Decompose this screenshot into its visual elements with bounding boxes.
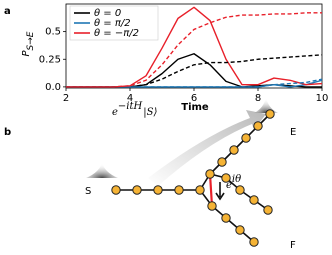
x-tick-label: 2: [63, 93, 69, 104]
y-axis-label-sub: S→E: [26, 31, 36, 50]
legend-label: θ = −π/2: [94, 28, 139, 39]
legend-label: θ = π/2: [94, 18, 131, 29]
node: [249, 237, 259, 247]
x-axis-label: Time: [181, 102, 209, 113]
phase-formula: eiθ: [226, 174, 241, 191]
x-tick-label: 4: [127, 93, 133, 104]
node: [253, 121, 263, 131]
node: [221, 173, 231, 183]
node: [174, 185, 184, 195]
y-tick-label: 0.0: [45, 82, 61, 93]
node: [111, 185, 121, 195]
series-line: [66, 53, 322, 88]
formula-exponent: iθ: [232, 174, 241, 185]
node-label: F: [290, 240, 296, 251]
evolution-formula: e−itH|S⟩: [112, 101, 157, 118]
series-line: [66, 12, 322, 88]
node: [195, 185, 205, 195]
series-line: [66, 54, 323, 88]
wave-packet: [86, 162, 118, 178]
node: [229, 145, 239, 155]
node-label: E: [290, 127, 296, 138]
formula-base: e: [112, 107, 118, 118]
y-axis-label-main: P: [21, 49, 32, 56]
formula-ket: |S⟩: [143, 107, 157, 118]
lattice: [111, 109, 275, 247]
node: [241, 133, 251, 143]
node: [235, 185, 245, 195]
node: [235, 225, 245, 235]
node: [205, 169, 215, 179]
node-label: S: [85, 186, 91, 197]
node: [249, 195, 259, 205]
phase-bond: [208, 173, 214, 207]
node: [153, 185, 163, 195]
node: [221, 213, 231, 223]
y-tick-label: 0.5: [45, 27, 61, 38]
phase-arrow: [215, 182, 225, 201]
node: [265, 109, 275, 119]
nodes: [111, 109, 275, 247]
y-axis-label: PS→E: [21, 31, 36, 56]
x-tick-label: 8: [255, 93, 261, 104]
diagram: e−itH|S⟩ eiθ S E F: [85, 97, 296, 251]
node: [263, 205, 273, 215]
panel-label: a: [4, 6, 11, 17]
node: [217, 157, 227, 167]
x-tick-label: 6: [191, 93, 197, 104]
plot: 2 4 6 8 10 0.0 0.25 0.5 θ = 0θ = π/2θ = −π/2: [39, 3, 329, 104]
x-tick-label: 10: [316, 93, 329, 104]
node: [207, 201, 217, 211]
formula-exponent: −itH: [118, 101, 143, 112]
panel-label: b: [4, 127, 11, 138]
wave-packet: [254, 97, 278, 113]
formula-base: e: [226, 180, 232, 191]
node: [132, 185, 142, 195]
y-tick-label: 0.25: [39, 54, 61, 65]
evolution-arrow: [148, 110, 266, 186]
legend-label: θ = 0: [94, 8, 121, 19]
